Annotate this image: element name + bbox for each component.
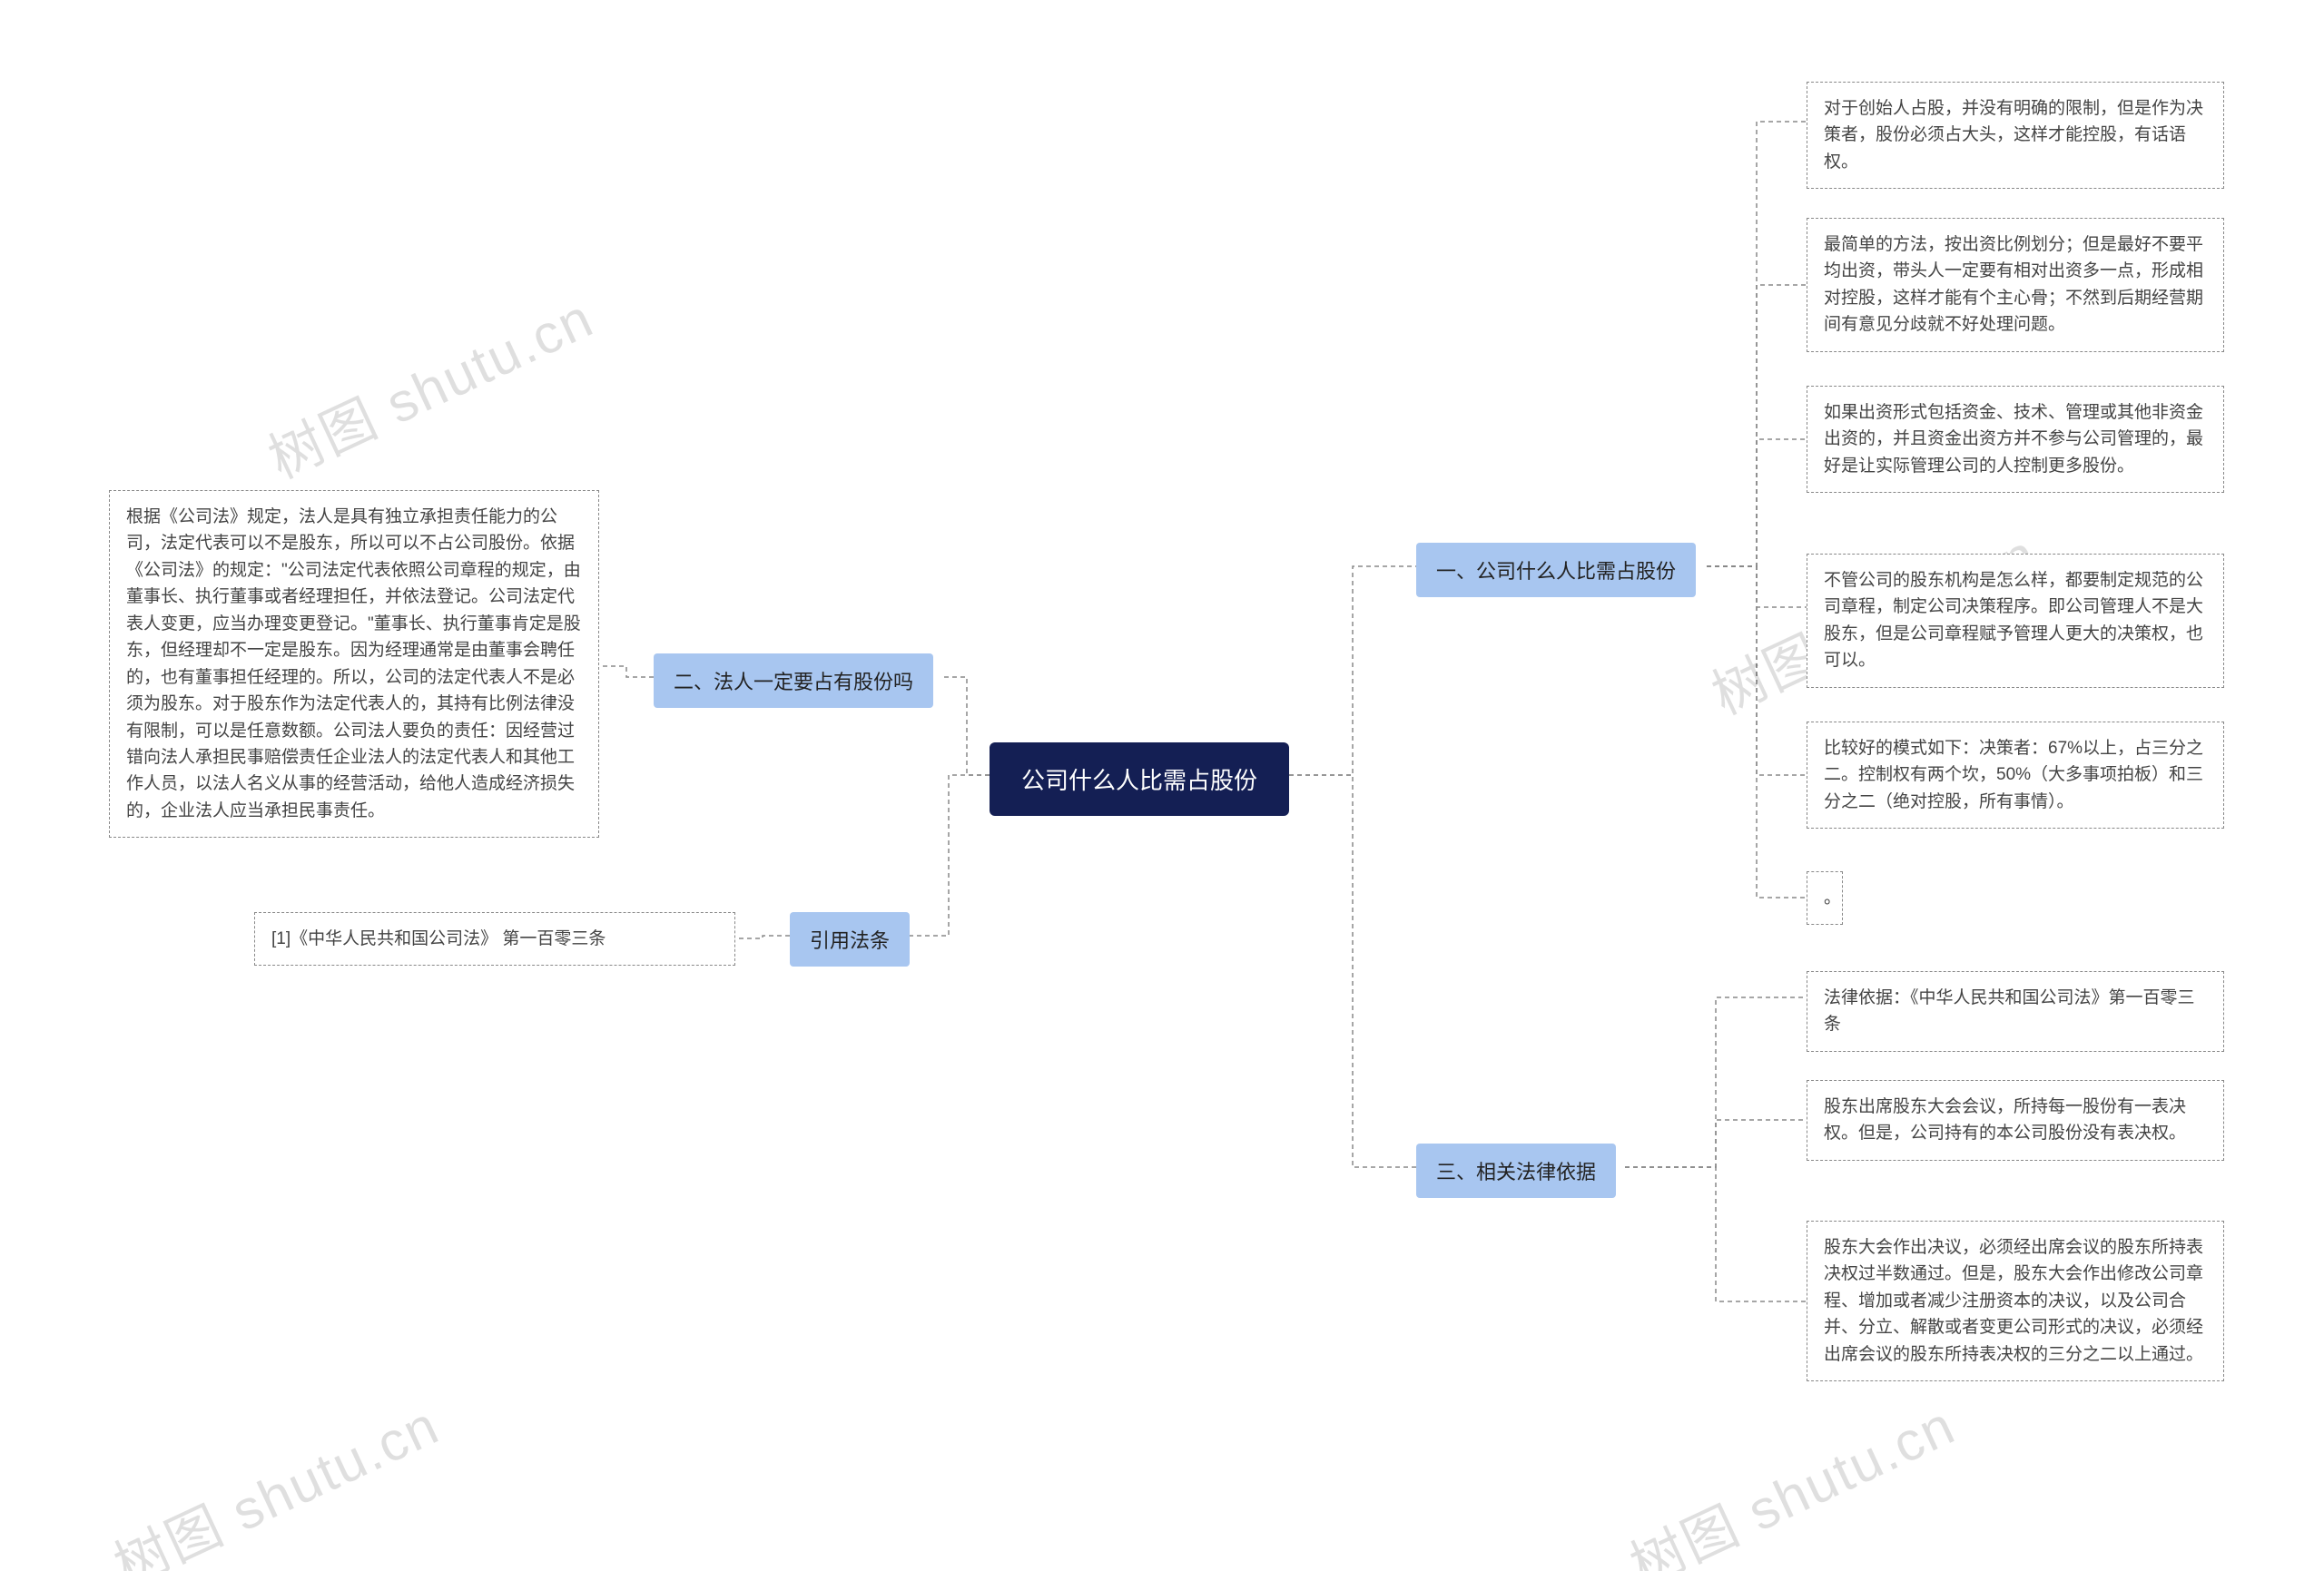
leaf-node: 比较好的模式如下：决策者：67%以上，占三分之二。控制权有两个坎，50%（大多事… [1807, 722, 2224, 829]
leaf-node: 股东出席股东大会会议，所持每一股份有一表决权。但是，公司持有的本公司股份没有表决… [1807, 1080, 2224, 1161]
leaf-node: 法律依据：《中华人民共和国公司法》第一百零三条 [1807, 971, 2224, 1052]
leaf-node: 最简单的方法，按出资比例划分；但是最好不要平均出资，带头人一定要有相对出资多一点… [1807, 218, 2224, 352]
watermark: 树图 shutu.cn [100, 1382, 450, 1571]
watermark: 树图 shutu.cn [254, 275, 605, 495]
leaf-node: 不管公司的股东机构是怎么样，都要制定规范的公司章程，制定公司决策程序。即公司管理… [1807, 554, 2224, 688]
branch-node-3: 三、相关法律依据 [1416, 1144, 1616, 1198]
leaf-node: 对于创始人占股，并没有明确的限制，但是作为决策者，股份必须占大头，这样才能控股，… [1807, 82, 2224, 189]
branch-node-4: 引用法条 [790, 912, 910, 967]
leaf-node: 根据《公司法》规定，法人是具有独立承担责任能力的公司，法定代表可以不是股东，所以… [109, 490, 599, 838]
leaf-node: 股东大会作出决议，必须经出席会议的股东所持表决权过半数通过。但是，股东大会作出修… [1807, 1221, 2224, 1381]
watermark: 树图 shutu.cn [1616, 1382, 1966, 1571]
leaf-node: 。 [1807, 871, 1843, 925]
leaf-node: 如果出资形式包括资金、技术、管理或其他非资金出资的，并且资金出资方并不参与公司管… [1807, 386, 2224, 493]
branch-node-2: 二、法人一定要占有股份吗 [654, 653, 933, 708]
leaf-node: [1]《中华人民共和国公司法》 第一百零三条 [254, 912, 735, 966]
branch-node-1: 一、公司什么人比需占股份 [1416, 543, 1696, 597]
mindmap-root: 公司什么人比需占股份 [990, 742, 1289, 816]
